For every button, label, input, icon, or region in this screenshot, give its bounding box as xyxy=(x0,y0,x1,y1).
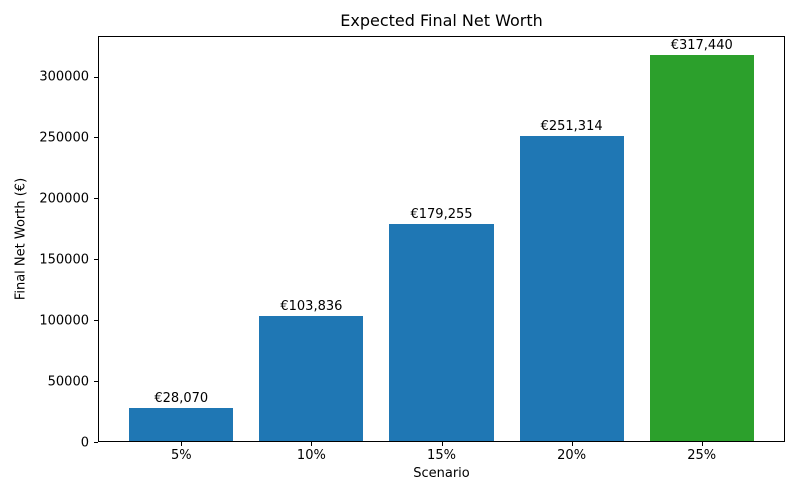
x-tick-mark xyxy=(181,442,183,446)
y-tick-mark xyxy=(94,442,98,443)
bar-value-label-20%: €251,314 xyxy=(540,118,603,134)
bar-10% xyxy=(259,315,364,441)
y-tick-mark xyxy=(94,76,98,78)
y-tick-mark xyxy=(94,320,98,322)
x-tick-label-25%: 25% xyxy=(687,448,717,463)
y-tick-label: 200000 xyxy=(39,191,89,207)
x-tick-mark xyxy=(571,442,573,446)
x-tick-mark xyxy=(441,442,443,446)
bar-5% xyxy=(129,407,234,441)
bar-value-label-25%: €317,440 xyxy=(670,38,733,54)
y-tick-label: 300000 xyxy=(39,69,89,85)
x-tick-mark xyxy=(311,442,313,446)
x-tick-label-5%: 5% xyxy=(170,448,192,463)
y-tick-mark xyxy=(94,259,98,261)
x-tick-label-10%: 10% xyxy=(296,448,326,463)
x-tick-label-15%: 15% xyxy=(427,448,456,463)
y-tick-label: 100000 xyxy=(39,313,89,329)
bar-15% xyxy=(389,223,494,441)
y-tick-label: 150000 xyxy=(39,252,89,268)
y-tick-label: 50000 xyxy=(47,374,89,390)
y-tick-mark xyxy=(94,198,98,200)
y-tick-mark xyxy=(94,381,98,383)
y-tick-label: 0 xyxy=(80,435,89,450)
chart-title: Expected Final Net Worth xyxy=(340,11,543,30)
y-tick-mark xyxy=(94,137,98,139)
x-tick-mark xyxy=(701,442,703,446)
bar-value-label-5%: €28,070 xyxy=(154,390,209,406)
y-tick-label: 250000 xyxy=(39,130,89,146)
bar-value-label-10%: €103,836 xyxy=(280,298,343,314)
x-tick-label-20%: 20% xyxy=(557,448,587,463)
bar-20% xyxy=(519,135,624,441)
bar-value-label-15%: €179,255 xyxy=(410,206,473,222)
bar-25% xyxy=(649,55,754,441)
x-axis-label: Scenario xyxy=(413,466,470,481)
